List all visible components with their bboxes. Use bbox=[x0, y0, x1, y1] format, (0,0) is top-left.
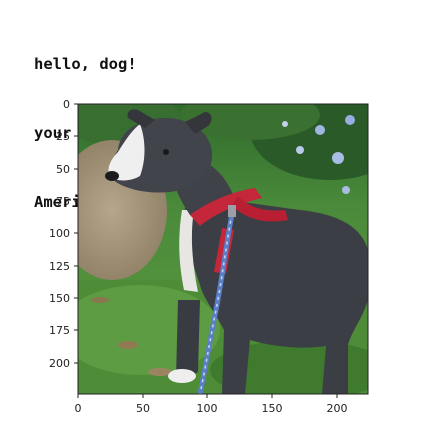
x-tick-label: 200 bbox=[327, 402, 348, 415]
y-tick-label: 125 bbox=[49, 260, 70, 273]
x-tick-label: 50 bbox=[136, 402, 150, 415]
greeting-line: hello, dog! bbox=[34, 55, 137, 73]
y-tick-label: 100 bbox=[49, 227, 70, 240]
y-axis bbox=[74, 103, 78, 364]
x-tick-label: 150 bbox=[262, 402, 283, 415]
x-axis bbox=[77, 394, 338, 398]
y-tick-label: 0 bbox=[63, 98, 70, 111]
plot-frame bbox=[77, 103, 369, 395]
y-tick-labels: 0 25 50 75 100 125 150 175 200 bbox=[49, 98, 70, 370]
y-tick-label: 150 bbox=[49, 292, 70, 305]
x-tick-label: 0 bbox=[75, 402, 82, 415]
y-tick-label: 75 bbox=[56, 195, 70, 208]
x-tick-label: 100 bbox=[197, 402, 218, 415]
y-tick-label: 175 bbox=[49, 324, 70, 337]
y-tick-label: 200 bbox=[49, 357, 70, 370]
y-tick-label: 50 bbox=[56, 163, 70, 176]
dog-photo bbox=[78, 104, 368, 394]
x-tick-labels: 0 50 100 150 200 bbox=[75, 402, 348, 415]
y-tick-label: 25 bbox=[56, 130, 70, 143]
